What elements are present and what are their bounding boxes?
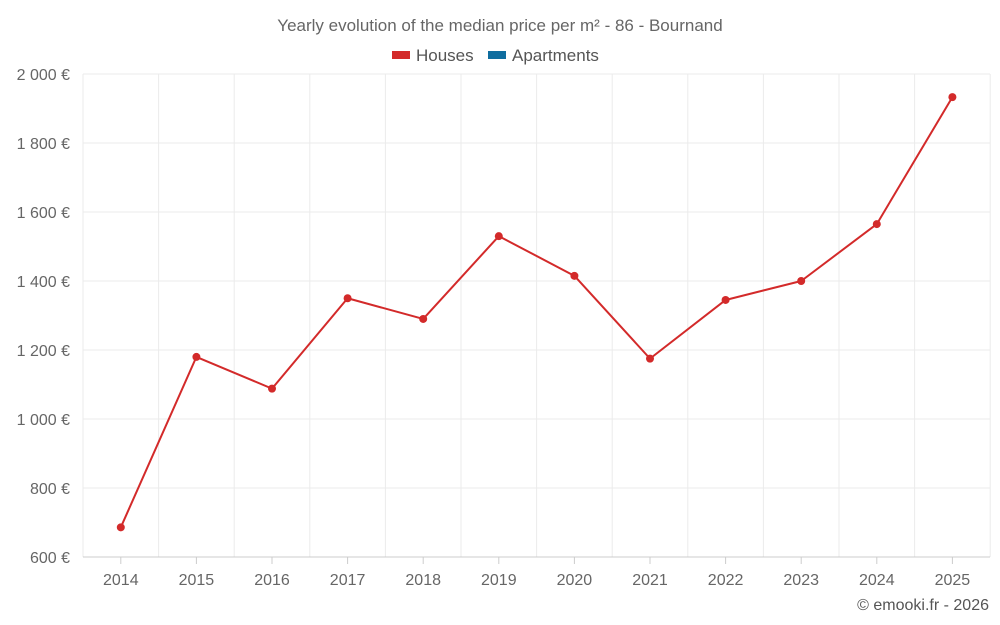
series-line-houses	[119, 96, 954, 528]
y-tick-label: 600 €	[30, 550, 70, 567]
y-tick-label: 2 000 €	[17, 67, 70, 84]
data-point-houses-2017[interactable]	[343, 294, 352, 303]
gridlines	[82, 73, 991, 557]
x-tick-label: 2017	[330, 572, 366, 589]
y-tick-label: 1 600 €	[17, 205, 70, 222]
data-point-houses-2025[interactable]	[948, 93, 957, 102]
x-tick-label: 2016	[254, 572, 290, 589]
axes: 600 € 800 € 1 000 € 1 200 € 1 400 € 1 600 € 1 …	[17, 67, 990, 589]
data-point-houses-2019[interactable]	[494, 232, 503, 241]
y-tick-label: 1 400 €	[17, 274, 70, 291]
series-houses	[116, 93, 957, 532]
x-tick-label: 2019	[481, 572, 517, 589]
legend-swatch-houses	[392, 51, 410, 59]
x-tick-label: 2023	[783, 572, 819, 589]
x-tick-label: 2018	[405, 572, 441, 589]
credit-text: © emooki.fr - 2026	[857, 597, 989, 614]
x-tick-label: 2015	[179, 572, 215, 589]
data-point-houses-2021[interactable]	[646, 354, 654, 363]
y-tick-label: 1 000 €	[17, 412, 70, 429]
legend-item-apartments[interactable]: Apartments	[488, 46, 599, 65]
legend-swatch-apartments	[488, 51, 506, 59]
data-point-houses-2014[interactable]	[116, 523, 125, 532]
data-point-houses-2022[interactable]	[721, 295, 730, 304]
legend-label-houses: Houses	[416, 46, 474, 65]
chart-title: Yearly evolution of the median price per…	[277, 16, 722, 35]
data-point-houses-2024[interactable]	[872, 220, 881, 229]
y-tick-label: 1 800 €	[17, 136, 70, 153]
y-tick-label: 1 200 €	[17, 343, 70, 360]
x-tick-label: 2020	[557, 572, 593, 589]
data-point-houses-2020[interactable]	[570, 271, 579, 280]
data-point-houses-2018[interactable]	[419, 314, 428, 323]
data-point-houses-2023[interactable]	[797, 277, 806, 285]
legend-label-apartments: Apartments	[512, 46, 599, 65]
legend-item-houses[interactable]: Houses	[392, 46, 474, 65]
data-point-houses-2015[interactable]	[192, 352, 201, 361]
x-tick-label: 2014	[103, 572, 139, 589]
y-tick-label: 800 €	[30, 481, 70, 498]
x-tick-label: 2022	[708, 572, 744, 589]
data-point-houses-2016[interactable]	[268, 384, 276, 393]
x-tick-label: 2021	[632, 572, 668, 589]
x-tick-label: 2024	[859, 572, 895, 589]
legend: Houses Apartments	[392, 46, 599, 65]
x-tick-label: 2025	[935, 572, 971, 589]
